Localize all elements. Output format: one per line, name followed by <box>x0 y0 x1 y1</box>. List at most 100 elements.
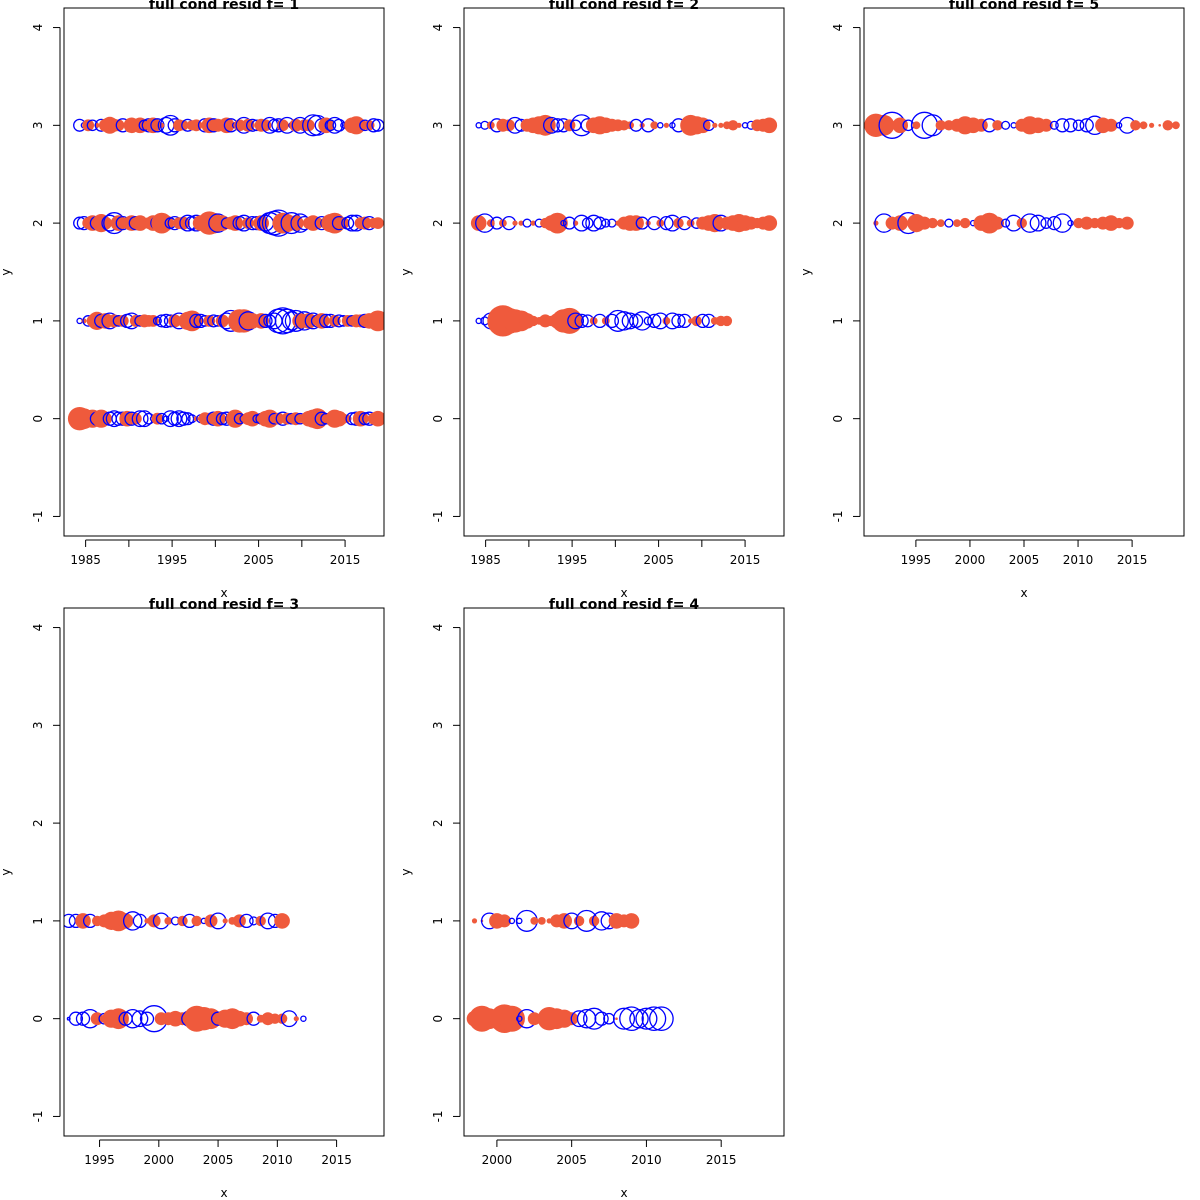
y-tick-label: 1 <box>831 317 845 325</box>
y-tick-label: 4 <box>31 624 45 632</box>
positive-residual-point <box>974 118 988 132</box>
negative-residual-point <box>567 312 585 330</box>
negative-residual-point <box>1001 218 1011 228</box>
negative-residual-point <box>170 410 188 428</box>
negative-residual-point <box>366 118 381 133</box>
positive-residual-point <box>518 220 524 226</box>
positive-residual-point <box>215 314 229 328</box>
positive-residual-point <box>588 915 600 927</box>
x-tick-label: 2005 <box>243 553 274 567</box>
panel-2: 1985 1995 2005 2015 x -1 0 1 2 3 4 y full cond resid… <box>399 0 785 600</box>
negative-residual-point <box>155 314 169 328</box>
negative-residual-point <box>1029 214 1047 232</box>
x-axis: 1995 2000 2005 2010 2015 x <box>84 1139 352 1200</box>
x-axis-label: x <box>620 1186 627 1200</box>
positive-residual-point <box>1130 120 1141 131</box>
negative-residual-point <box>181 412 195 426</box>
positive-residual-point <box>311 217 324 230</box>
panel-title: full cond resid f= 1 <box>149 0 299 13</box>
positive-residual-point <box>1120 216 1134 230</box>
positive-residual-point <box>503 119 515 132</box>
positive-residual-point <box>936 219 945 228</box>
negative-residual-point <box>606 309 629 332</box>
negative-residual-point <box>1063 118 1078 133</box>
positive-residual-point <box>147 914 161 928</box>
y-tick-label: 0 <box>431 415 445 423</box>
data-points <box>466 909 674 1033</box>
negative-residual-point <box>603 1012 615 1025</box>
positive-residual-point <box>892 215 908 231</box>
y-tick-label: -1 <box>831 510 845 522</box>
y-tick-label: 0 <box>31 1015 45 1023</box>
negative-residual-point <box>516 917 523 925</box>
y-axis-label: y <box>399 868 413 875</box>
positive-residual-point <box>530 917 539 925</box>
positive-residual-point <box>370 410 384 427</box>
negative-residual-point <box>594 1011 609 1026</box>
negative-residual-point <box>122 911 143 931</box>
positive-residual-point <box>892 117 908 134</box>
positive-residual-point <box>953 219 961 228</box>
positive-residual-point <box>662 317 671 325</box>
negative-residual-point <box>657 122 664 129</box>
positive-residual-point <box>618 120 630 131</box>
x-tick-label: 2010 <box>631 1153 662 1167</box>
y-tick-label: 3 <box>431 122 445 130</box>
y-tick-label: 4 <box>431 624 445 632</box>
positive-residual-point <box>107 314 121 328</box>
y-tick-label: 0 <box>31 415 45 423</box>
negative-residual-point <box>593 216 607 230</box>
positive-residual-point <box>302 119 315 132</box>
positive-residual-point <box>563 119 576 132</box>
negative-residual-point <box>659 215 674 231</box>
y-tick-label: 0 <box>431 1015 445 1023</box>
negative-residual-point <box>601 218 611 228</box>
negative-residual-point <box>663 312 681 330</box>
positive-residual-point <box>527 1012 541 1026</box>
positive-residual-point <box>1039 118 1053 132</box>
positive-residual-point <box>761 117 778 134</box>
positive-residual-point <box>358 216 372 230</box>
negative-residual-point <box>131 410 149 428</box>
panel-title: full cond resid f= 4 <box>549 597 699 613</box>
y-axis-label: y <box>0 268 13 275</box>
positive-residual-point <box>178 120 189 131</box>
positive-residual-point <box>328 315 341 327</box>
positive-residual-point <box>528 315 539 327</box>
positive-residual-point <box>318 117 334 134</box>
negative-residual-point <box>570 1010 588 1028</box>
negative-residual-point <box>1052 213 1073 233</box>
plot-frame <box>463 607 785 1137</box>
positive-residual-point <box>116 315 129 327</box>
negative-residual-point <box>300 1015 307 1022</box>
positive-residual-point <box>354 118 368 132</box>
positive-residual-point <box>663 122 670 128</box>
plot-frame <box>463 7 785 537</box>
plot-frame <box>863 7 1185 537</box>
positive-residual-point <box>512 220 518 226</box>
plot-frame <box>63 7 385 537</box>
positive-residual-point <box>615 1017 618 1020</box>
x-axis-label: x <box>620 586 627 600</box>
x-tick-label: 2015 <box>330 553 361 567</box>
x-tick-label: 2015 <box>730 553 761 567</box>
positive-residual-point <box>873 220 879 226</box>
x-tick-label: 2000 <box>955 553 986 567</box>
y-tick-label: 4 <box>831 24 845 32</box>
y-tick-label: 1 <box>31 917 45 925</box>
x-tick-label: 2010 <box>1063 553 1094 567</box>
positive-residual-point <box>1158 124 1161 127</box>
x-tick-label: 2015 <box>706 1153 737 1167</box>
negative-residual-point <box>641 1006 667 1032</box>
positive-residual-point <box>218 117 235 134</box>
negative-residual-point <box>1067 219 1074 227</box>
y-axis: -1 0 1 2 3 4 y <box>0 24 61 522</box>
negative-residual-point <box>161 410 179 428</box>
negative-residual-point <box>581 217 594 229</box>
y-tick-label: 2 <box>831 219 845 227</box>
negative-residual-point <box>1047 215 1062 231</box>
negative-residual-point <box>583 1007 606 1030</box>
positive-residual-point <box>191 915 202 927</box>
positive-residual-point <box>686 219 695 228</box>
negative-residual-point <box>632 311 652 331</box>
